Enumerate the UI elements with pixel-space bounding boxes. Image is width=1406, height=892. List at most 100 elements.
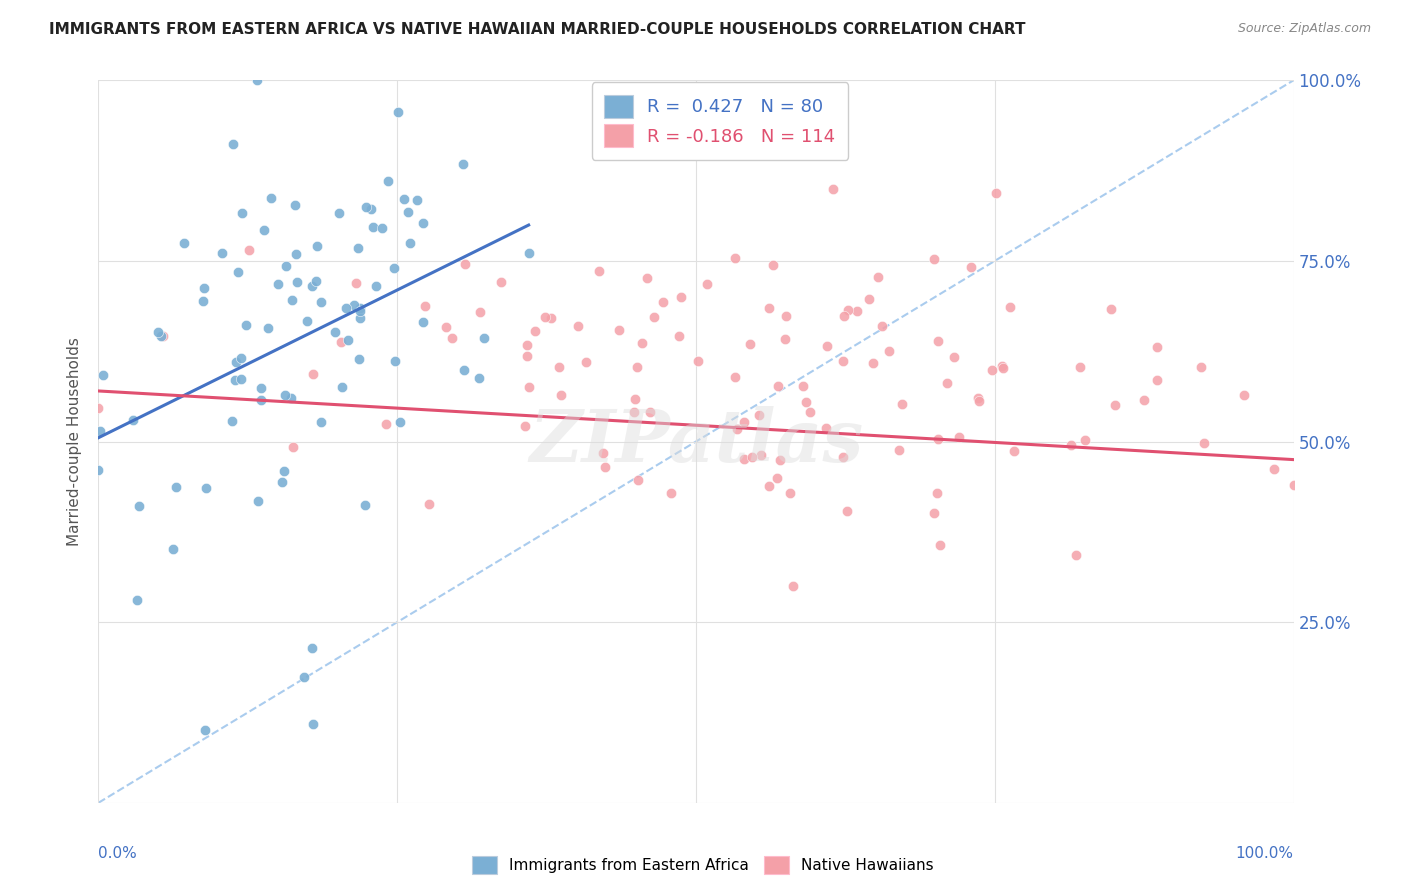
Point: [588, 263, 610, 277]
Point: [361, 219, 384, 234]
Point: [724, 252, 747, 266]
Point: [669, 290, 692, 304]
Point: [370, 221, 392, 235]
Point: [412, 315, 434, 329]
Point: [194, 723, 217, 738]
Point: [1133, 392, 1156, 407]
Point: [1233, 388, 1256, 402]
Point: [659, 486, 682, 500]
Point: [991, 361, 1014, 376]
Point: [1192, 436, 1215, 450]
Point: [468, 305, 491, 319]
Point: [405, 194, 427, 208]
Point: [1002, 444, 1025, 458]
Point: [280, 392, 302, 406]
Point: [733, 451, 755, 466]
Text: 0.0%: 0.0%: [98, 847, 138, 861]
Point: [491, 275, 513, 289]
Point: [285, 247, 308, 261]
Point: [773, 332, 796, 346]
Point: [626, 360, 648, 375]
Point: [87, 463, 110, 477]
Point: [128, 499, 150, 513]
Point: [246, 73, 269, 87]
Point: [121, 412, 143, 426]
Point: [1189, 359, 1212, 374]
Point: [238, 244, 260, 258]
Point: [1069, 359, 1091, 374]
Point: [195, 481, 218, 495]
Point: [758, 479, 780, 493]
Point: [943, 351, 966, 365]
Point: [948, 430, 970, 444]
Point: [349, 311, 371, 326]
Point: [686, 353, 709, 368]
Point: [935, 376, 957, 391]
Point: [127, 593, 149, 607]
Point: [652, 294, 675, 309]
Point: [550, 388, 572, 402]
Point: [284, 198, 307, 212]
Point: [927, 486, 949, 500]
Point: [927, 334, 949, 348]
Point: [224, 373, 246, 387]
Point: [349, 304, 371, 318]
Point: [725, 422, 748, 436]
Point: [575, 355, 598, 369]
Point: [225, 355, 247, 369]
Point: [323, 325, 346, 339]
Text: IMMIGRANTS FROM EASTERN AFRICA VS NATIVE HAWAIIAN MARRIED-COUPLE HOUSEHOLDS CORR: IMMIGRANTS FROM EASTERN AFRICA VS NATIVE…: [49, 22, 1026, 37]
Point: [769, 453, 792, 467]
Point: [413, 299, 436, 313]
Point: [815, 338, 838, 352]
Point: [868, 269, 890, 284]
Point: [260, 192, 283, 206]
Point: [1282, 478, 1305, 492]
Point: [567, 318, 589, 333]
Point: [292, 670, 315, 684]
Point: [454, 257, 477, 271]
Point: [309, 295, 332, 310]
Point: [305, 274, 328, 288]
Point: [398, 236, 420, 251]
Point: [814, 421, 837, 435]
Point: [472, 331, 495, 345]
Point: [344, 276, 367, 290]
Point: [342, 298, 364, 312]
Point: [347, 351, 370, 366]
Point: [638, 405, 661, 419]
Point: [794, 395, 817, 409]
Point: [513, 419, 536, 434]
Point: [741, 450, 763, 464]
Point: [412, 215, 434, 229]
Point: [762, 258, 785, 272]
Point: [775, 309, 797, 323]
Point: [1263, 462, 1285, 476]
Point: [193, 293, 215, 308]
Point: [837, 303, 859, 318]
Y-axis label: Married-couple Households: Married-couple Households: [67, 337, 83, 546]
Point: [353, 498, 375, 512]
Point: [627, 473, 650, 487]
Point: [858, 293, 880, 307]
Point: [328, 206, 350, 220]
Point: [347, 241, 370, 255]
Point: [256, 321, 278, 335]
Point: [877, 343, 900, 358]
Point: [305, 238, 328, 252]
Point: [991, 359, 1014, 373]
Text: ZIPatlas: ZIPatlas: [529, 406, 863, 477]
Point: [221, 136, 243, 151]
Point: [235, 318, 257, 332]
Point: [516, 338, 538, 352]
Point: [146, 325, 169, 339]
Point: [266, 277, 288, 291]
Point: [889, 443, 911, 458]
Point: [364, 279, 387, 293]
Point: [724, 370, 747, 384]
Point: [1064, 549, 1087, 563]
Point: [547, 359, 569, 374]
Point: [668, 329, 690, 343]
Point: [301, 278, 323, 293]
Point: [740, 336, 762, 351]
